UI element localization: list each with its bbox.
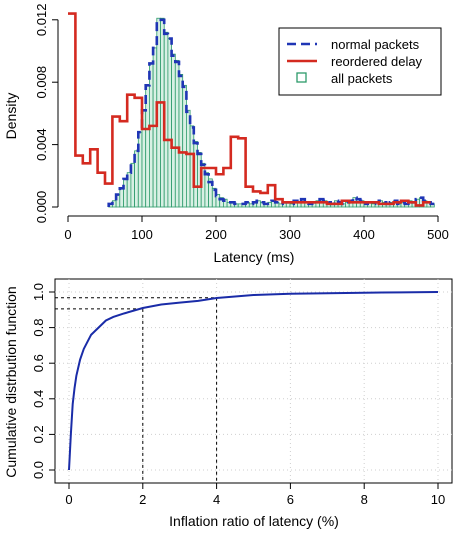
cdf-line (68, 291, 439, 471)
cdf-y-tick-label: 0.8 (31, 319, 46, 337)
histogram-chart: 0 100 200 300 400 500 0.000 0.004 0.008 0.012 Lat… (3, 4, 449, 265)
all-packets-bar (204, 172, 209, 208)
cdf-x-tick-label: 0 (65, 492, 72, 507)
histogram-x-tick-label: 100 (131, 227, 153, 242)
all-packets-bar (123, 178, 128, 208)
normal-packets-line (107, 18, 435, 207)
all-packets-bar (171, 53, 176, 208)
histogram-x-tick-label: 500 (427, 227, 449, 242)
all-packets-bar (185, 109, 191, 208)
cdf-chart: 0 2 4 6 8 10 0.0 0.2 0.4 0.6 0.8 1.0 Inflation rati… (3, 278, 453, 529)
legend-all-swatch (296, 72, 307, 83)
cdf-x-tick-label: 2 (139, 492, 146, 507)
all-packets-bar (174, 59, 180, 208)
histogram-x-tick-label: 200 (205, 227, 227, 242)
cdf-x-tick-label: 4 (213, 492, 220, 507)
all-packets-bar (182, 84, 187, 208)
cdf-y-tick-label: 0.2 (31, 425, 46, 443)
histogram-y-tick-label: 0.012 (34, 4, 49, 37)
cdf-y-tick-label: 0.6 (31, 354, 46, 372)
reordered-delay-line (68, 12, 431, 207)
cdf-reference-lines (55, 297, 218, 483)
histogram-x-axis-label: Latency (ms) (214, 249, 295, 265)
cdf-x-axis-label: Inflation ratio of latency (%) (169, 513, 339, 529)
all-packets-bar (137, 131, 143, 208)
cdf-y-tick-label: 0.4 (31, 390, 46, 408)
all-packets-bar (119, 187, 124, 208)
cdf-axes: 0 2 4 6 8 10 0.0 0.2 0.4 0.6 0.8 1.0 (31, 283, 445, 507)
histogram-x-tick-label: 0 (64, 227, 71, 242)
legend: normal packets reordered delay all packe… (278, 27, 442, 96)
histogram-y-tick-label: 0.008 (34, 66, 49, 99)
cdf-y-tick-label: 1.0 (31, 283, 46, 301)
all-packets-bar (370, 203, 376, 208)
cdf-grid (54, 278, 453, 484)
legend-reordered-label: reordered delay (331, 54, 423, 69)
histogram-x-tick-label: 300 (279, 227, 301, 242)
all-packets-bar (178, 74, 184, 208)
cdf-x-tick-label: 6 (287, 492, 294, 507)
all-packets-bar (167, 38, 172, 208)
cdf-y-tick-label: 0.0 (31, 461, 46, 479)
histogram-axes: 0 100 200 300 400 500 0.000 0.004 0.008 0.012 (34, 4, 449, 242)
all-packets-bar (237, 203, 243, 208)
histogram-y-axis-label: Density (3, 93, 19, 140)
legend-all-label: all packets (331, 71, 393, 86)
cdf-x-tick-label: 8 (361, 492, 368, 507)
histogram-y-tick-label: 0.004 (34, 128, 49, 161)
all-packets-bar (152, 47, 158, 208)
cdf-y-axis-label: Cumulative distrbution function (3, 286, 19, 477)
legend-normal-label: normal packets (331, 37, 420, 52)
cdf-plot-frame (54, 278, 453, 484)
histogram-y-tick-label: 0.000 (34, 191, 49, 224)
cdf-x-tick-label: 10 (431, 492, 445, 507)
histogram-x-tick-label: 400 (353, 227, 375, 242)
all-packets-bar (215, 194, 221, 208)
